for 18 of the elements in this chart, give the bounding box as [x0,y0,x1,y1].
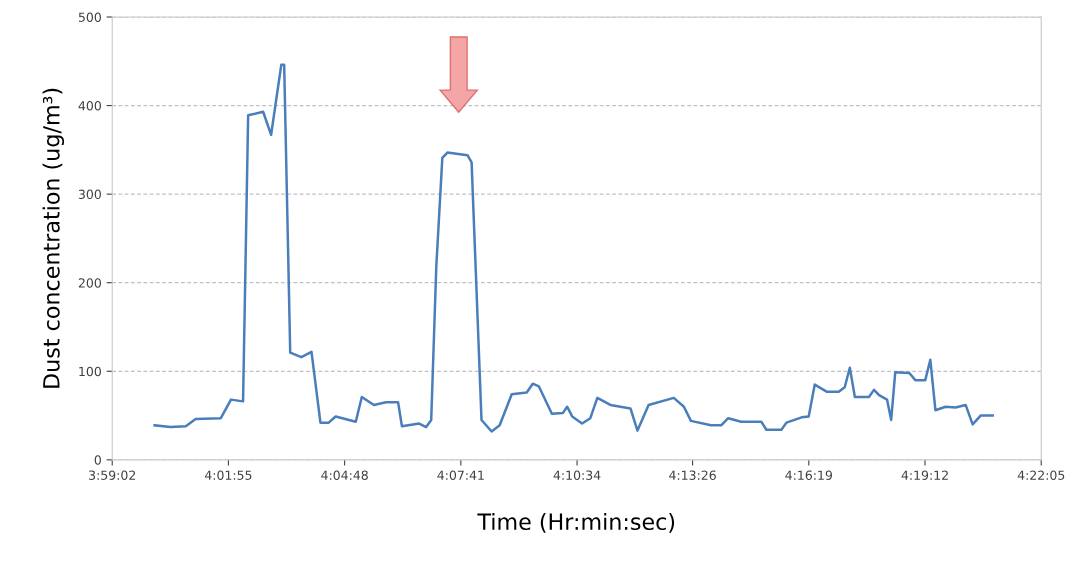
x-tick-label: 4:04:48 [321,470,368,480]
x-tick-label: 4:19:12 [901,470,948,480]
y-tick-label: 300 [78,189,101,200]
y-tick-label: 0 [94,455,101,465]
x-tick-label: 4:22:05 [1017,470,1065,480]
x-tick-label: 4:01:55 [204,470,252,480]
y-tick-label: 200 [78,278,101,288]
line-series [153,63,994,433]
y-tick-label: 500 [78,12,101,22]
x-tick-label: 4:07:41 [437,470,484,480]
y-tick-label: 400 [78,101,101,111]
x-tick-label: 4:10:34 [553,470,601,480]
y-tick-label: 100 [79,366,101,377]
x-axis-title: Time (Hr:min:sec) [477,512,675,533]
y-axis-title: Dust concentration (ug/m³) [42,88,65,388]
x-tick-label: 4:13:26 [669,470,716,480]
x-tick-label: 3:59:02 [89,470,136,480]
x-tick-label: 4:16:19 [785,470,833,480]
